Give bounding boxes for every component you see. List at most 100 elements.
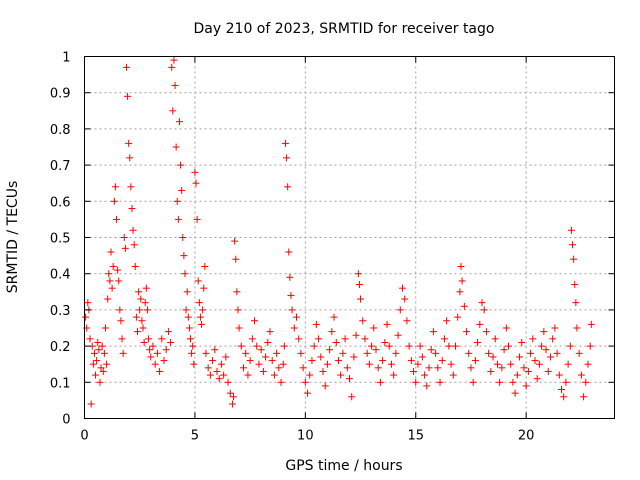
data-point (202, 349, 210, 357)
data-point (211, 346, 219, 354)
data-point (111, 183, 119, 191)
data-point (355, 281, 363, 289)
data-point (456, 288, 464, 296)
data-point (436, 378, 444, 386)
data-point (511, 389, 519, 397)
data-point (399, 284, 406, 292)
data-point (564, 360, 572, 368)
data-point (584, 360, 592, 368)
data-point (572, 299, 580, 307)
data-point (467, 364, 475, 372)
data-point (175, 118, 183, 126)
data-point (109, 262, 117, 270)
data-point (192, 179, 200, 187)
data-point (474, 338, 482, 346)
data-point (385, 342, 393, 350)
data-point (230, 393, 238, 401)
data-point (469, 378, 477, 386)
y-tick-label: 0.4 (50, 268, 71, 283)
data-point (168, 63, 176, 71)
data-point (173, 197, 181, 205)
data-point (567, 226, 575, 234)
data-point (587, 320, 595, 328)
data-point (224, 378, 232, 386)
data-point (458, 277, 466, 285)
data-point (403, 317, 411, 325)
data-point (423, 382, 431, 390)
data-point (262, 353, 270, 361)
data-point (387, 360, 395, 368)
data-point (549, 335, 557, 343)
data-point (220, 371, 228, 379)
data-point (86, 335, 94, 343)
data-point (573, 324, 581, 332)
data-point (553, 349, 561, 357)
data-point (187, 335, 194, 343)
data-point (518, 338, 526, 346)
data-point (117, 317, 125, 325)
data-point (170, 56, 178, 64)
data-point (491, 335, 499, 343)
y-axis-tick-labels: 0 0.1 0.2 0.3 0.4 0.5 0.6 0.7 0.8 0.9 1 (50, 51, 71, 428)
data-point (89, 360, 97, 368)
data-point (575, 349, 583, 357)
data-point (99, 367, 107, 375)
x-tick-label: 5 (191, 429, 199, 444)
data-point (480, 306, 488, 314)
data-point (365, 360, 373, 368)
data-point (134, 328, 141, 336)
data-point (193, 215, 201, 223)
data-point (268, 357, 276, 365)
data-point (277, 378, 285, 386)
data-point (421, 371, 429, 379)
data-point (84, 299, 92, 307)
data-point (509, 378, 517, 386)
data-point (137, 295, 145, 303)
data-point (279, 360, 287, 368)
data-point (248, 335, 256, 343)
data-point (101, 324, 109, 332)
data-point (531, 357, 539, 365)
data-point (363, 349, 371, 357)
data-point (184, 313, 192, 321)
x-tick-label: 20 (518, 429, 535, 444)
data-point (310, 342, 318, 350)
y-tick-label: 1 (62, 51, 70, 66)
data-point (275, 364, 283, 372)
data-point (460, 302, 468, 310)
data-point (121, 244, 129, 252)
data-point (140, 338, 148, 346)
data-point (332, 338, 340, 346)
data-point (570, 255, 578, 263)
y-tick-label: 0.6 (50, 195, 71, 210)
data-point (100, 349, 108, 357)
data-point (273, 349, 281, 357)
data-point (97, 364, 105, 372)
data-point (201, 262, 209, 270)
y-tick-label: 0 (62, 413, 70, 428)
axis-ticks (84, 56, 615, 419)
data-point (297, 349, 305, 357)
data-point (246, 357, 254, 365)
data-point (465, 349, 473, 357)
data-point (108, 284, 116, 292)
data-point (164, 328, 172, 336)
data-point (457, 262, 465, 270)
data-point (87, 400, 95, 408)
data-point (217, 360, 225, 368)
data-point (476, 320, 484, 328)
data-point (244, 371, 252, 379)
data-point (188, 349, 196, 357)
data-point (169, 107, 177, 115)
grid-lines (84, 56, 615, 419)
data-point (162, 346, 170, 354)
data-point (546, 353, 554, 361)
data-point (183, 288, 191, 296)
data-point (145, 335, 153, 343)
data-point (228, 400, 236, 408)
data-point (226, 389, 234, 397)
data-point (330, 313, 338, 321)
data-point (414, 360, 422, 368)
data-point (293, 313, 300, 321)
data-point (185, 324, 193, 332)
